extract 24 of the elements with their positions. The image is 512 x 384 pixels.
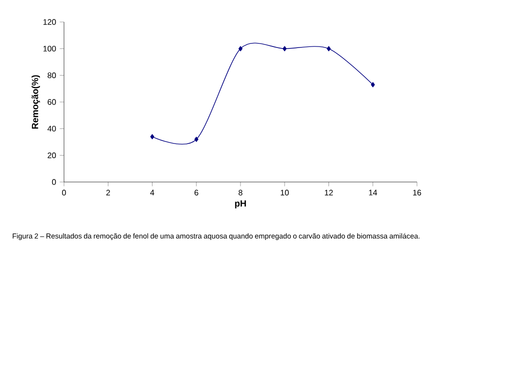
point	[238, 46, 242, 52]
x-tick-label: 10	[280, 190, 289, 196]
point	[370, 82, 375, 88]
x-tick-label: 2	[106, 190, 110, 196]
x-tick-label: 8	[238, 190, 242, 196]
x-tick-label: 0	[62, 190, 66, 196]
y-tick-label: 120	[43, 19, 56, 25]
y-tick-label: 80	[48, 72, 56, 78]
y-axis-title: Remoção(%)	[32, 75, 40, 129]
x-tick-label: 16	[413, 190, 422, 196]
x-tick-label: 14	[369, 190, 378, 196]
y-tick-label: 60	[48, 99, 56, 105]
point	[282, 46, 287, 52]
x-tick-label: 12	[324, 190, 333, 196]
x-tick-label: 4	[150, 190, 154, 196]
point	[326, 46, 331, 52]
point	[194, 136, 198, 142]
y-tick-label: 0	[52, 179, 56, 185]
x-tick-label: 6	[194, 190, 198, 196]
y-tick-label: 20	[48, 152, 56, 158]
point	[150, 134, 154, 140]
x-axis-title: pH	[235, 200, 246, 208]
y-tick-label: 40	[47, 126, 56, 132]
y-tick-label: 100	[43, 46, 56, 52]
